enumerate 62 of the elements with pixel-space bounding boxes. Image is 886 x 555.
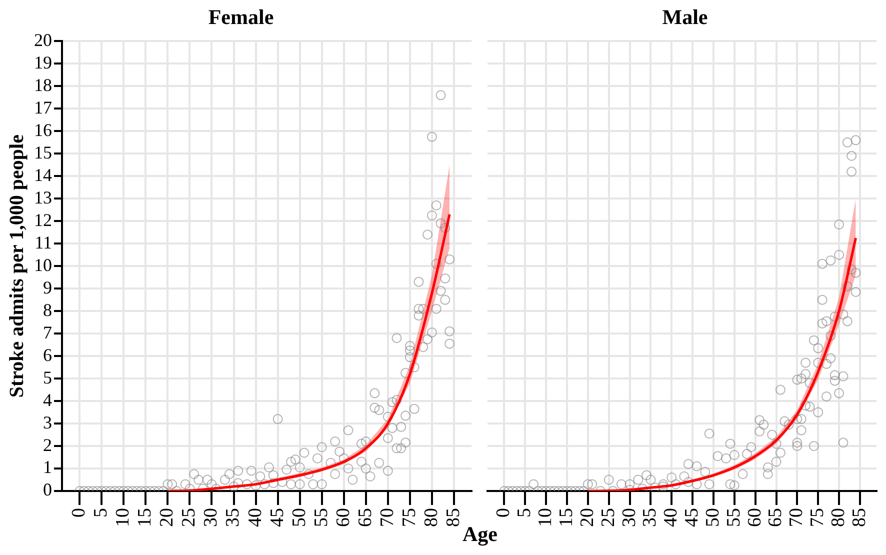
- x-tick-label: 65: [354, 508, 376, 527]
- x-tick-label: 25: [598, 508, 619, 527]
- chart-title: Male: [662, 5, 708, 30]
- y-tick-label: 6: [43, 344, 52, 365]
- x-tick-label: 85: [442, 508, 464, 527]
- x-tick-label: 10: [535, 508, 556, 527]
- x-tick-label: 80: [420, 508, 442, 527]
- x-tick-label: 15: [556, 508, 577, 527]
- y-tick-label: 19: [34, 52, 52, 72]
- x-tick-label: 0: [68, 508, 90, 518]
- y-tick-label: 5: [43, 367, 52, 388]
- x-tick-label: 30: [200, 508, 222, 527]
- y-tick-label: 4: [43, 390, 52, 410]
- y-tick-label: 16: [34, 120, 52, 140]
- x-tick-label: 75: [807, 508, 828, 527]
- y-tick-label: 17: [34, 97, 52, 118]
- x-tick-label: 10: [112, 508, 134, 527]
- x-tick-label: 55: [723, 508, 744, 527]
- x-tick-label: 70: [376, 508, 398, 527]
- x-tick-label: 50: [702, 508, 724, 527]
- x-tick-label: 60: [332, 508, 354, 527]
- x-tick-label: 70: [786, 508, 808, 527]
- x-tick-label: 20: [576, 508, 598, 527]
- x-tick-label: 60: [744, 508, 766, 527]
- x-tick-label: 0: [493, 508, 514, 518]
- y-tick-label: 15: [34, 142, 52, 162]
- x-tick-label: 45: [682, 508, 703, 527]
- y-tick-label: 7: [43, 322, 52, 342]
- y-tick-label: 14: [34, 164, 52, 185]
- y-tick-label: 0: [43, 480, 52, 500]
- x-tick-label: 40: [660, 508, 682, 527]
- x-tick-label: 45: [266, 508, 288, 527]
- chart-title: Female: [208, 5, 274, 30]
- x-tick-label: 35: [640, 508, 661, 527]
- y-tick-label: 13: [34, 187, 52, 208]
- x-tick-label: 55: [310, 508, 332, 527]
- x-tick-label: 65: [765, 508, 786, 527]
- x-tick-label: 15: [134, 508, 156, 527]
- x-tick-label: 35: [222, 508, 244, 527]
- line-series: [166, 213, 451, 491]
- y-tick-label: 2: [43, 434, 52, 455]
- x-tick-label: 75: [398, 508, 420, 527]
- y-tick-label: 20: [34, 30, 52, 50]
- y-tick-label: 9: [43, 277, 52, 298]
- y-tick-label: 10: [34, 254, 52, 275]
- y-tick-label: 11: [34, 232, 52, 252]
- x-tick-label: 85: [848, 508, 870, 527]
- x-axis-title: Age: [462, 522, 498, 546]
- y-tick-label: 8: [43, 300, 52, 320]
- x-tick-label: 50: [288, 508, 310, 527]
- y-tick-label: 1: [43, 457, 52, 478]
- y-axis-title: Stroke admits per 1,000 people: [6, 134, 28, 398]
- x-tick-label: 5: [90, 508, 112, 518]
- x-tick-label: 30: [618, 508, 640, 527]
- x-tick-label: 40: [244, 508, 266, 527]
- x-tick-label: 25: [178, 508, 200, 527]
- y-tick-label: 3: [43, 412, 52, 432]
- y-tick-label: 18: [34, 74, 52, 95]
- x-tick-label: 80: [828, 508, 850, 527]
- y-tick-label: 12: [34, 210, 52, 230]
- x-tick-label: 20: [156, 508, 178, 527]
- x-tick-label: 5: [514, 508, 536, 518]
